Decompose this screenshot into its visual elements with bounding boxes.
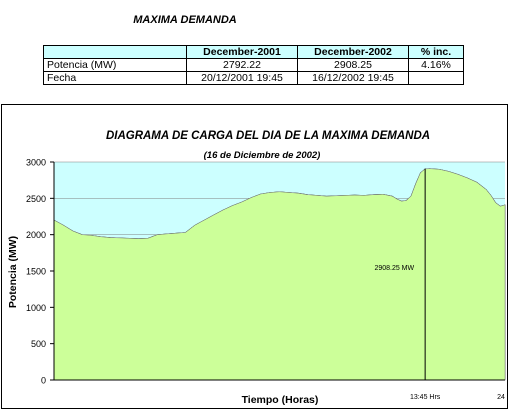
chart-subtitle: (16 de Diciembre de 2002)	[204, 150, 321, 161]
y-tick-label: 2000	[26, 230, 46, 240]
plot-area: 0 500 1000 1500 2000 2500 3000 13:45 Hrs 24 2908.…	[26, 158, 506, 401]
x-tick-label: 24	[497, 394, 505, 401]
y-tick-label: 500	[31, 339, 46, 349]
value-inc	[408, 71, 464, 85]
summary-row-fecha: Fecha 20/12/2001 19:45 16/12/2002 19:45	[43, 71, 464, 85]
value-2002: 2908.25	[297, 58, 409, 72]
y-tick-label: 3000	[26, 158, 46, 168]
header-dec-2001: December-2001	[186, 45, 298, 59]
x-axis-label: Tiempo (Horas)	[242, 394, 319, 406]
y-axis-label: Potencia (MW)	[7, 236, 19, 308]
peak-annotation: 2908.25 MW	[374, 265, 414, 272]
y-tick-label: 0	[41, 376, 46, 386]
load-area-overlay	[53, 168, 506, 381]
value-2002: 16/12/2002 19:45	[297, 71, 409, 85]
value-2001: 20/12/2001 19:45	[186, 71, 298, 85]
summary-title: MAXIMA DEMANDA	[133, 14, 237, 26]
header-blank	[43, 45, 187, 59]
y-tick-label: 2500	[26, 194, 46, 204]
row-label: Fecha	[43, 71, 187, 85]
x-tick-label: 13:45 Hrs	[410, 394, 441, 401]
chart-title: DIAGRAMA DE CARGA DEL DIA DE LA MAXIMA D…	[106, 130, 430, 142]
header-dec-2002: December-2002	[297, 45, 409, 59]
y-tick-label: 1000	[26, 303, 46, 313]
summary-table: December-2001 December-2002 % inc. Poten…	[43, 45, 464, 85]
y-tick-label: 1500	[26, 267, 46, 277]
summary-header-row: December-2001 December-2002 % inc.	[43, 45, 464, 59]
